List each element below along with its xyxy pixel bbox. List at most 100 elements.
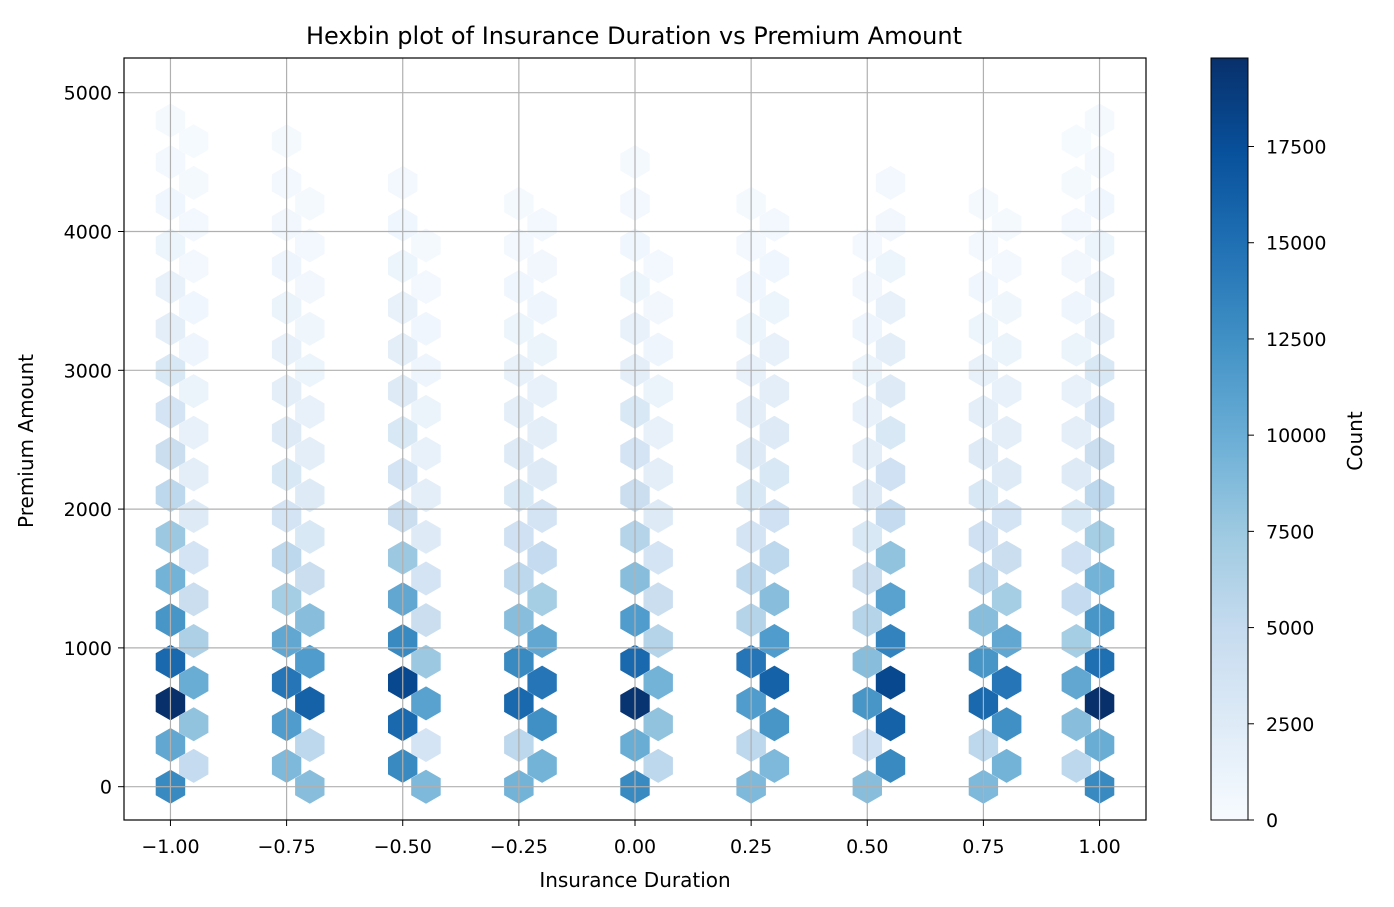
hex-cell <box>411 436 441 471</box>
hex-cell <box>527 499 557 533</box>
y-tick-label: 3000 <box>64 360 112 382</box>
hex-cell <box>527 249 557 284</box>
hex-cell <box>759 207 790 242</box>
y-tick-label: 0 <box>100 777 112 799</box>
hex-cell <box>875 540 906 575</box>
y-tick-label: 1000 <box>64 638 112 660</box>
hex-cell <box>991 748 1022 783</box>
hex-cell <box>411 270 441 304</box>
hex-cell <box>179 332 209 367</box>
hex-cell <box>991 332 1022 367</box>
x-tick-label: −0.25 <box>490 836 548 858</box>
colorbar-ticks: 0 2500 5000 7500 10000 12500 15000 17500 <box>1248 137 1326 832</box>
hex-cell <box>1061 582 1091 617</box>
hex-cell <box>527 748 557 783</box>
hex-cell <box>527 707 557 742</box>
hex-cell <box>179 457 209 492</box>
hex-cell <box>875 665 906 700</box>
hex-cell <box>759 582 790 617</box>
hex-cell <box>179 165 209 200</box>
colorbar-label: Count <box>1343 411 1367 471</box>
hex-cell <box>643 499 673 533</box>
y-tick-label: 5000 <box>64 83 112 105</box>
hex-cell <box>1061 707 1091 742</box>
hex-cell <box>991 374 1022 409</box>
hex-cell <box>643 249 673 284</box>
hex-cell <box>759 707 790 742</box>
hex-cell <box>527 415 557 450</box>
hex-cell <box>875 624 906 658</box>
hex-cell <box>179 707 209 742</box>
hex-cell <box>1061 499 1091 533</box>
hex-cell <box>1061 165 1091 200</box>
grid-lines <box>124 58 1146 820</box>
hex-cell <box>1061 540 1091 575</box>
hex-cell <box>295 519 325 554</box>
y-tick-label: 2000 <box>64 499 112 521</box>
hex-cell <box>875 290 906 325</box>
hex-cell <box>295 603 325 638</box>
hex-cell <box>295 270 325 304</box>
hex-cell <box>295 228 325 263</box>
hex-cell <box>875 415 906 450</box>
hex-cell <box>527 290 557 325</box>
hex-cell <box>1061 624 1091 658</box>
x-tick-label: 1.00 <box>1078 836 1120 858</box>
hex-cell <box>991 624 1022 658</box>
hex-cell <box>875 582 906 617</box>
colorbar-tick-label: 7500 <box>1266 521 1314 543</box>
colorbar-tick-label: 12500 <box>1266 329 1326 351</box>
hex-cell <box>411 644 441 679</box>
hex-cell <box>411 728 441 762</box>
hex-cell <box>179 665 209 700</box>
hex-cell <box>643 624 673 658</box>
hex-cell <box>179 624 209 658</box>
hex-cell <box>1061 124 1091 159</box>
hex-cell <box>1061 207 1091 242</box>
x-tick-label: 0.25 <box>730 836 772 858</box>
hex-cell <box>875 207 906 242</box>
hex-cell <box>991 582 1022 617</box>
hex-cell <box>759 665 790 700</box>
hex-cell <box>643 332 673 367</box>
hex-cell <box>875 332 906 367</box>
colorbar-tick-label: 10000 <box>1266 425 1326 447</box>
hex-cell <box>991 540 1022 575</box>
hex-cell <box>527 665 557 700</box>
hex-cell <box>991 457 1022 492</box>
hex-cell <box>643 290 673 325</box>
hex-cell <box>179 290 209 325</box>
hex-cell <box>295 686 325 721</box>
hex-cell <box>875 499 906 533</box>
hex-cell <box>643 748 673 783</box>
hex-cell <box>527 332 557 367</box>
hex-cell <box>875 707 906 742</box>
hex-cell <box>643 540 673 575</box>
chart-title: Hexbin plot of Insurance Duration vs Pre… <box>306 22 962 50</box>
hex-cell <box>411 686 441 721</box>
hex-cell <box>875 457 906 492</box>
x-tick-label: 0.75 <box>962 836 1004 858</box>
hex-cell <box>759 540 790 575</box>
hex-cell <box>179 540 209 575</box>
hex-cell <box>527 540 557 575</box>
hex-cell <box>295 436 325 471</box>
hex-cell <box>643 582 673 617</box>
hex-cell <box>411 228 441 263</box>
hex-cell <box>411 519 441 554</box>
hex-cell <box>179 582 209 617</box>
hex-cell <box>759 290 790 325</box>
hex-cell <box>527 624 557 658</box>
colorbar-tick-label: 0 <box>1266 810 1278 832</box>
hex-cell <box>759 249 790 284</box>
hex-cell <box>991 707 1022 742</box>
colorbar <box>1210 57 1249 821</box>
hex-cell <box>759 415 790 450</box>
hex-cell <box>991 665 1022 700</box>
hex-cell <box>295 644 325 679</box>
hex-cell <box>179 249 209 284</box>
hex-cell <box>179 124 209 159</box>
hex-cell <box>1061 374 1091 409</box>
hex-cell <box>991 499 1022 533</box>
